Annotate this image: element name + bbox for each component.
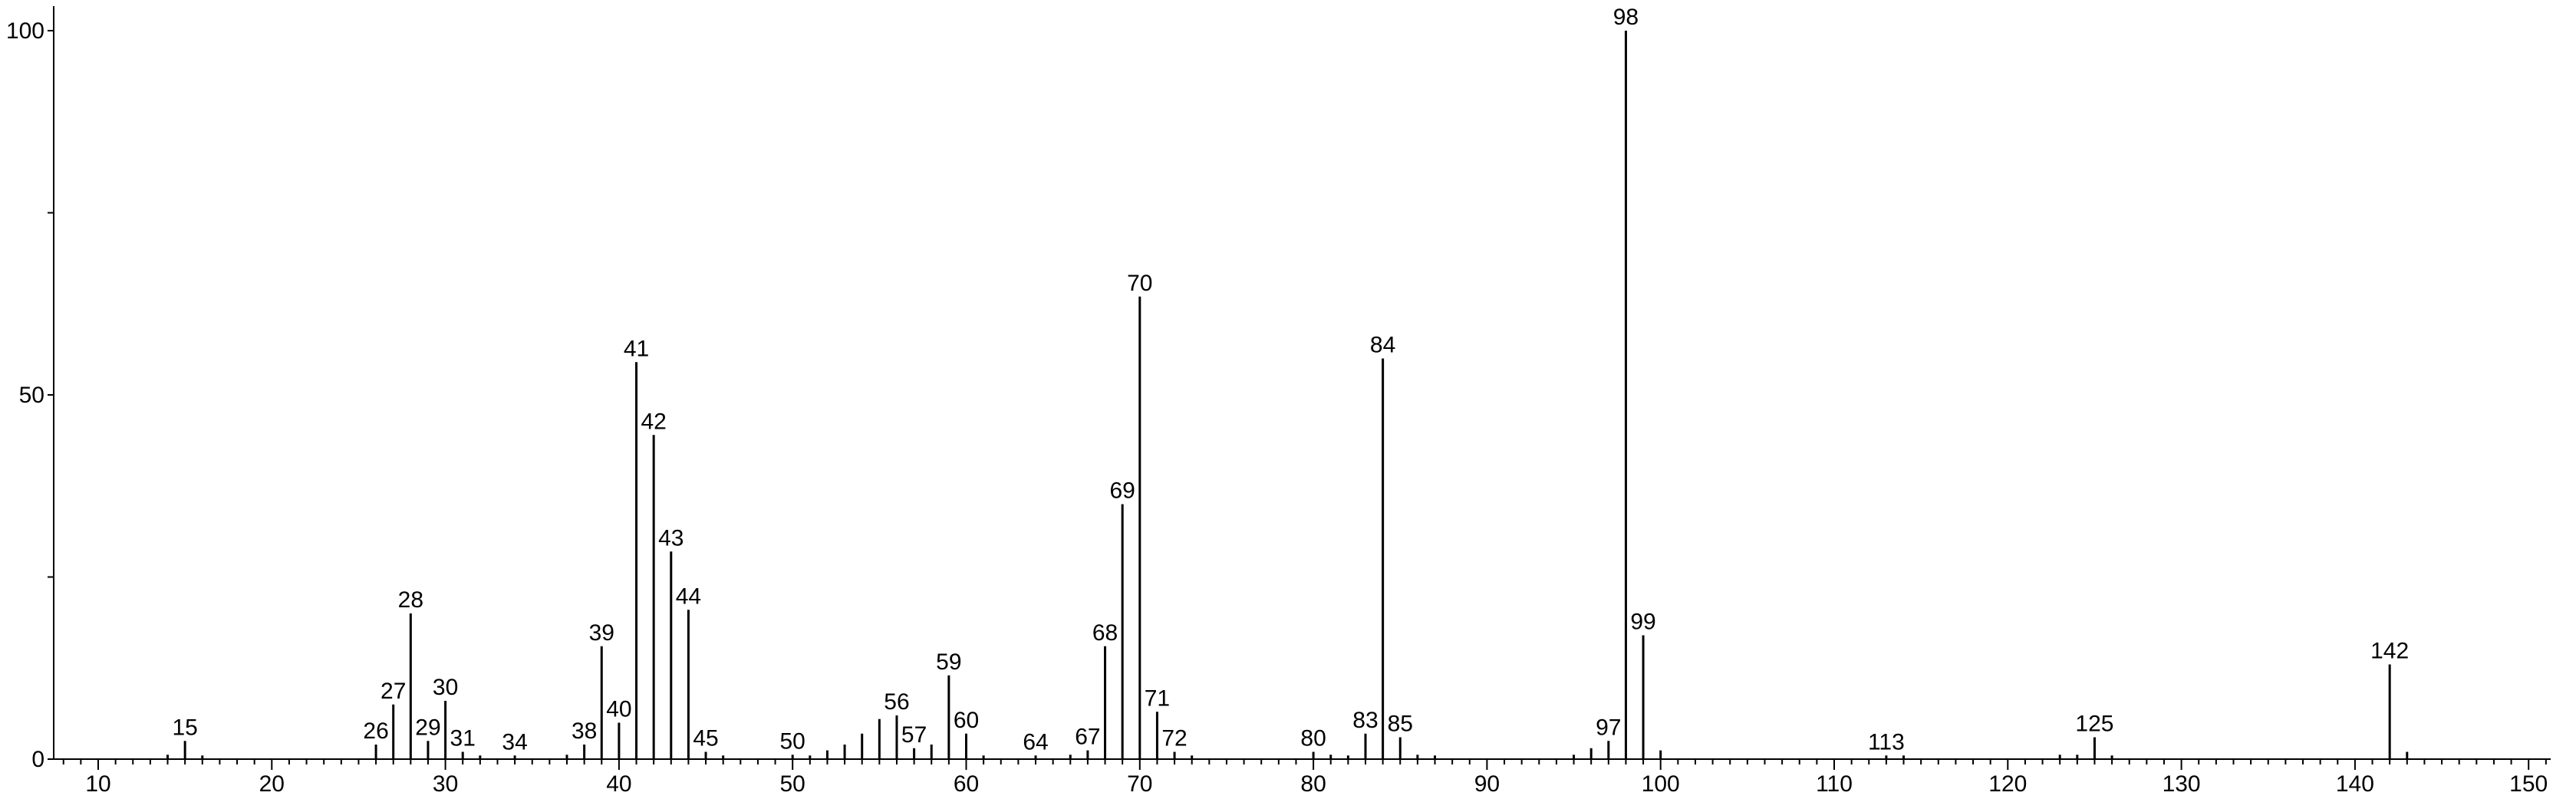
peak-label: 40	[606, 697, 631, 722]
peak-label: 43	[658, 525, 684, 551]
peak-label: 56	[884, 689, 909, 715]
peak-label: 59	[936, 649, 961, 675]
peak-label: 38	[572, 718, 597, 744]
peak-label: 42	[641, 409, 666, 434]
peak-label: 80	[1300, 726, 1326, 751]
peak-label: 83	[1352, 708, 1378, 733]
peak-labels: 15 26 27 28 29 30 31 34 38 39 40 41 42 43 44 45 50 56 57 59…	[172, 5, 2409, 755]
x-tick-label: 90	[1474, 771, 1500, 797]
x-tick-label: 140	[2336, 771, 2374, 797]
peak-label: 30	[433, 675, 458, 700]
peak-label: 84	[1370, 333, 1395, 358]
peak-label: 50	[780, 728, 805, 754]
x-tick-label: 70	[1127, 771, 1152, 797]
peak-label: 39	[589, 620, 614, 646]
peak-bars	[166, 31, 2409, 759]
x-tick-label: 150	[2509, 771, 2548, 797]
peak-label: 69	[1109, 478, 1135, 504]
x-tick-label: 10	[85, 771, 110, 797]
peak-label: 41	[624, 336, 649, 361]
x-tick-label: 40	[606, 771, 631, 797]
peak-label: 125	[2075, 712, 2113, 737]
peak-label: 68	[1092, 620, 1118, 646]
x-tick-label: 50	[780, 771, 805, 797]
axes: 10 20 30 40 50 60 70 80 90 100 110 120 130 140 1500501…	[6, 6, 2551, 797]
peak-label: 97	[1596, 715, 1621, 740]
y-tick-label: 100	[6, 18, 44, 44]
peak-label: 28	[398, 587, 423, 613]
peak-label: 60	[954, 708, 979, 733]
peak-label: 31	[450, 726, 476, 751]
peak-label: 15	[172, 715, 197, 740]
peak-label: 64	[1023, 729, 1048, 755]
y-tick-label: 0	[31, 747, 44, 772]
peak-label: 71	[1145, 686, 1170, 711]
x-tick-label: 20	[259, 771, 285, 797]
peak-label: 98	[1613, 5, 1639, 30]
peak-label: 44	[676, 584, 701, 609]
x-tick-label: 100	[1642, 771, 1680, 797]
x-tick-label: 130	[2163, 771, 2201, 797]
x-tick-label: 80	[1300, 771, 1326, 797]
peak-label: 70	[1127, 271, 1152, 296]
peak-label: 29	[415, 715, 440, 740]
x-tick-label: 60	[954, 771, 979, 797]
peak-label: 142	[2370, 639, 2409, 664]
peak-label: 27	[380, 679, 406, 704]
peak-label: 34	[502, 729, 527, 755]
peak-label: 85	[1388, 712, 1413, 737]
peak-label: 67	[1075, 725, 1100, 750]
peak-label: 72	[1161, 726, 1187, 751]
x-tick-label: 120	[1988, 771, 2027, 797]
peak-label: 26	[363, 718, 388, 744]
x-tick-label: 30	[433, 771, 458, 797]
peak-label: 57	[901, 722, 927, 748]
peak-label: 113	[1868, 729, 1905, 755]
peak-label: 99	[1630, 610, 1655, 635]
peak-label: 45	[693, 726, 718, 751]
x-tick-label: 110	[1816, 771, 1853, 797]
y-tick-label: 50	[19, 383, 44, 408]
